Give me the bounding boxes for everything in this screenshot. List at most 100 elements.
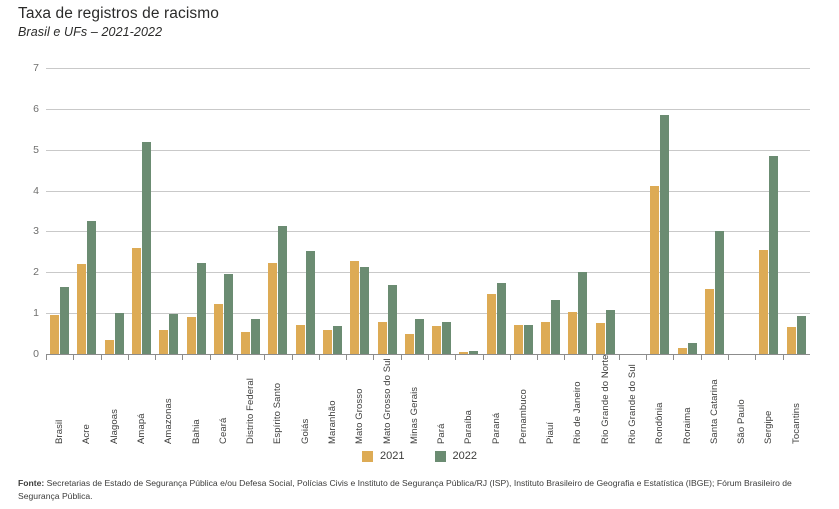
x-axis-label-cell: Mato Grosso [346, 362, 373, 444]
bar-2022[interactable] [251, 319, 261, 354]
bar-2022[interactable] [442, 322, 452, 354]
x-axis-tick [73, 354, 100, 360]
gridline [46, 272, 810, 274]
bar-group [128, 68, 155, 354]
bar-2021[interactable] [186, 317, 196, 354]
x-axis-tick-label: Pernambuco [517, 389, 529, 444]
x-axis-tick [618, 354, 646, 360]
bar-2022[interactable] [714, 231, 724, 354]
x-axis-tick-label: Espírito Santo [272, 382, 284, 444]
bar-2021[interactable] [350, 261, 360, 354]
x-axis-tick-label: Amapá [135, 413, 147, 444]
bar-2022[interactable] [414, 319, 424, 354]
chart-header: Taxa de registros de racismo Brasil e UF… [18, 4, 718, 41]
bar-2021[interactable] [432, 326, 442, 354]
bar-2021[interactable] [50, 315, 60, 354]
bar-2022[interactable] [660, 115, 670, 354]
bar-2022[interactable] [278, 226, 288, 354]
bar-2022[interactable] [496, 283, 506, 354]
bar-2022[interactable] [141, 142, 151, 354]
bar-group [646, 68, 673, 354]
x-axis-label-cell: Minas Gerais [401, 362, 428, 444]
bar-group [564, 68, 591, 354]
bar-group [373, 68, 400, 354]
bar-2021[interactable] [213, 304, 223, 354]
bar-2022[interactable] [605, 309, 615, 354]
bar-2021[interactable] [104, 339, 114, 354]
bar-2022[interactable] [796, 316, 806, 354]
bar-2022[interactable] [687, 342, 697, 354]
bar-2022[interactable] [332, 326, 342, 354]
bar-series-container [46, 68, 810, 354]
gridline [46, 190, 810, 192]
bar-group [592, 68, 619, 354]
legend-label: 2021 [380, 450, 405, 462]
x-axis-tick-label: Maranhão [326, 400, 338, 444]
x-axis-tick [455, 354, 482, 360]
bar-2021[interactable] [159, 329, 169, 354]
x-axis-tick-label: Sergipe [763, 410, 775, 444]
x-axis-tick-label: Piauí [545, 421, 557, 444]
bar-2021[interactable] [677, 347, 687, 354]
x-axis-tick [182, 354, 209, 360]
bar-2022[interactable] [305, 250, 315, 354]
bar-group [264, 68, 291, 354]
bar-group [455, 68, 482, 354]
bar-2022[interactable] [114, 313, 124, 354]
bar-2022[interactable] [551, 300, 561, 354]
bar-2022[interactable] [196, 263, 206, 354]
legend-swatch-icon [434, 450, 446, 462]
bar-2021[interactable] [77, 264, 87, 354]
chart-legend: 2021 2022 [0, 450, 839, 462]
y-axis-tick-label: 3 [33, 225, 39, 238]
bar-2022[interactable] [769, 155, 779, 354]
bar-2021[interactable] [595, 323, 605, 354]
bar-2022[interactable] [360, 267, 370, 354]
bar-2021[interactable] [568, 312, 578, 354]
bar-group [155, 68, 182, 354]
x-axis-tick [482, 354, 510, 360]
bar-2022[interactable] [387, 285, 397, 354]
y-axis-tick-label: 4 [33, 184, 39, 197]
bar-2022[interactable] [87, 221, 97, 354]
legend-item[interactable]: 2021 [362, 450, 405, 462]
x-axis-tick [427, 354, 455, 360]
bar-group [237, 68, 264, 354]
y-axis-tick-label: 6 [33, 102, 39, 115]
bar-2021[interactable] [377, 322, 387, 354]
bar-2021[interactable] [295, 324, 305, 354]
x-axis-tick [291, 354, 319, 360]
bar-2021[interactable] [268, 263, 278, 354]
bar-2022[interactable] [223, 274, 233, 354]
bar-2021[interactable] [513, 324, 523, 354]
bar-2021[interactable] [541, 322, 551, 354]
bar-group [101, 68, 128, 354]
bar-2021[interactable] [650, 185, 660, 354]
bar-2021[interactable] [131, 247, 141, 354]
bar-2021[interactable] [786, 327, 796, 354]
x-axis-label-cell: Pernambuco [510, 362, 537, 444]
bar-2022[interactable] [169, 313, 179, 354]
bar-2022[interactable] [523, 325, 533, 354]
bar-2021[interactable] [486, 293, 496, 354]
page-title: Taxa de registros de racismo [18, 5, 219, 22]
x-axis-tick-label: Mato Grosso [354, 388, 366, 444]
bar-2022[interactable] [578, 272, 588, 354]
y-axis-tick-label: 7 [33, 62, 39, 74]
x-axis-label-cell: São Paulo [728, 362, 755, 444]
x-axis-tick [346, 354, 373, 360]
x-axis-tick [700, 354, 728, 360]
bar-2021[interactable] [704, 289, 714, 354]
bar-2022[interactable] [60, 286, 70, 354]
x-axis-tick-label: Acre [81, 424, 93, 444]
legend-item[interactable]: 2022 [434, 450, 477, 462]
bar-2022[interactable] [469, 350, 479, 354]
x-axis-label-cell: Rio Grande do Norte [592, 354, 619, 444]
bar-2021[interactable] [241, 331, 251, 354]
bar-2021[interactable] [322, 330, 332, 354]
bar-2021[interactable] [404, 333, 414, 354]
bar-2021[interactable] [759, 249, 769, 354]
bar-2021[interactable] [459, 351, 469, 354]
x-axis-tick-label: Amazonas [163, 398, 175, 444]
x-axis-tick-label: Minas Gerais [408, 386, 420, 444]
